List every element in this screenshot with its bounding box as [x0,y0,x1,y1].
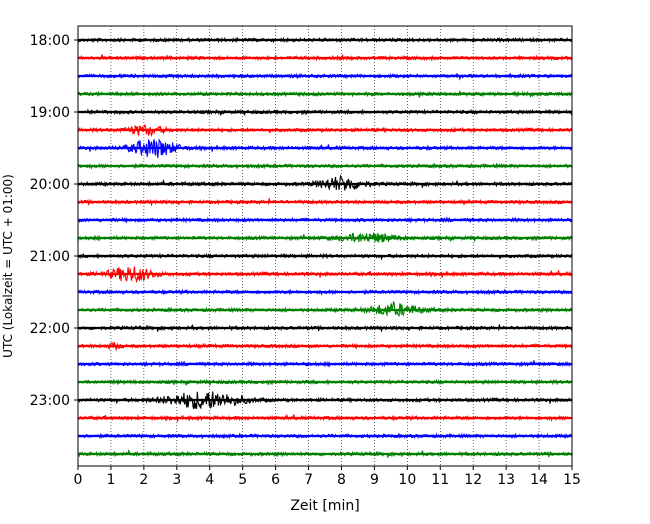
x-tick-label: 9 [370,472,379,488]
x-tick-label: 6 [271,472,280,488]
y-tick-label: 21:00 [30,249,70,265]
y-axis-label: UTC (Lokalzeit = UTC + 01:00) [1,174,15,358]
x-tick-label: 5 [238,472,247,488]
grid-lines [110,26,540,466]
y-tick-label: 22:00 [30,321,70,337]
x-tick-label: 12 [464,472,482,488]
x-tick-label: 0 [74,472,83,488]
plot-frame [77,25,573,467]
y-tick-label: 18:00 [30,33,70,49]
y-axis: 18:00 19:00 20:00 21:00 22:00 23:00 [30,33,78,409]
x-tick-label: 13 [497,472,515,488]
y-tick-label: 20:00 [30,177,70,193]
y-tick-label: 23:00 [30,393,70,409]
traces [77,36,573,458]
x-tick-label: 3 [172,472,181,488]
x-tick-label: 4 [205,472,214,488]
x-tick-label: 1 [106,472,115,488]
x-tick-label: 11 [431,472,449,488]
x-tick-label: 15 [563,472,581,488]
y-tick-label: 19:00 [30,105,70,121]
x-axis: 0 1 2 3 4 5 6 7 8 9 10 11 12 13 14 15 [74,466,581,488]
x-tick-label: 8 [337,472,346,488]
x-axis-label: Zeit [min] [290,498,359,514]
x-tick-label: 2 [139,472,148,488]
x-tick-label: 14 [530,472,548,488]
x-tick-label: 10 [398,472,416,488]
x-tick-label: 7 [304,472,313,488]
